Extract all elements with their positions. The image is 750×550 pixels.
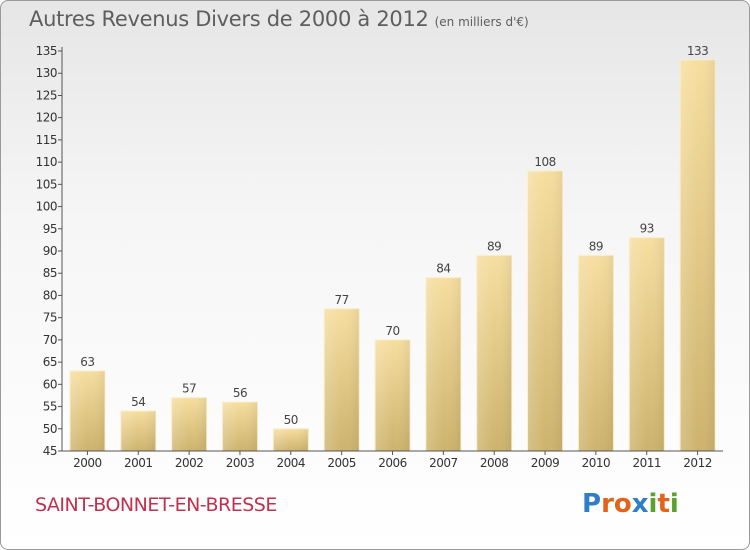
x-tick-label: 2004	[277, 456, 306, 470]
y-tick-label: 115	[36, 133, 57, 147]
x-tick-label: 2003	[226, 456, 255, 470]
y-tick-label: 125	[36, 88, 57, 102]
bar-value-label: 56	[233, 386, 247, 400]
y-tick-label: 50	[43, 422, 57, 436]
y-tick-label: 130	[36, 66, 57, 80]
bar-value-label: 89	[589, 239, 603, 253]
logo-letter: i	[648, 489, 658, 519]
proxiti-logo: Proxiti	[582, 489, 679, 519]
bar-value-label: 50	[284, 413, 298, 427]
y-tick-label: 80	[43, 288, 57, 302]
x-tick-label: 2001	[124, 456, 153, 470]
bar-shade	[324, 308, 360, 451]
logo-letter: o	[613, 489, 632, 519]
x-tick-label: 2011	[632, 456, 661, 470]
bar-shade	[273, 428, 309, 451]
bar-value-label: 108	[534, 155, 555, 169]
bar-shade	[629, 237, 665, 451]
bar-shade	[578, 255, 614, 451]
y-tick-label: 100	[36, 200, 57, 214]
bar-value-label: 84	[436, 262, 450, 276]
x-tick-label: 2010	[582, 456, 611, 470]
bar-value-label: 57	[182, 382, 196, 396]
y-tick-label: 85	[43, 266, 57, 280]
x-tick-label: 2008	[480, 456, 509, 470]
x-tick-label: 2000	[73, 456, 102, 470]
logo-letter: t	[657, 489, 670, 519]
bar-shade	[375, 339, 410, 451]
town-name: SAINT-BONNET-EN-BRESSE	[35, 494, 277, 516]
chart-title-block: Autres Revenus Divers de 2000 à 2012 (en …	[29, 7, 529, 31]
y-tick-label: 95	[43, 222, 57, 236]
x-axis: 2000 2001 2002 2003 2004 2005 2006 2007 2008 2009…	[62, 450, 723, 470]
bar-shade	[222, 402, 258, 451]
x-tick-label: 2006	[378, 456, 407, 470]
bar-value-label: 70	[385, 324, 399, 338]
bar-value-label: 93	[640, 222, 654, 236]
y-tick-label: 120	[36, 111, 57, 125]
bar-shade	[476, 255, 512, 451]
bar-shade	[171, 397, 207, 451]
logo-letter: x	[631, 489, 649, 519]
chart-unit: (en milliers d'€)	[434, 15, 529, 29]
bar-value-label: 63	[80, 355, 94, 369]
x-tick-label: 2007	[429, 456, 458, 470]
logo-letter: P	[582, 489, 602, 519]
bar-value-label: 89	[487, 239, 501, 253]
y-tick-label: 75	[43, 311, 57, 325]
x-tick-label: 2009	[531, 456, 560, 470]
y-tick-label: 90	[43, 244, 57, 258]
y-tick-label: 105	[36, 177, 57, 191]
y-axis: 45 50 55 60 65 70 75 80 85 90 95 100 105 110 115 120 125…	[36, 44, 63, 458]
logo-letter: i	[669, 489, 679, 519]
y-tick-label: 65	[43, 355, 57, 369]
bar-shade	[680, 59, 716, 452]
y-tick-label: 45	[43, 444, 57, 458]
y-tick-label: 110	[36, 155, 57, 169]
bar-shade	[69, 371, 105, 451]
bar-shade	[527, 171, 563, 451]
bar-value-label: 77	[335, 293, 349, 307]
y-tick-label: 135	[36, 44, 57, 58]
chart-title: Autres Revenus Divers de 2000 à 2012	[29, 7, 429, 31]
logo-letter: r	[601, 489, 614, 519]
x-tick-label: 2005	[327, 456, 356, 470]
bar-value-label: 54	[131, 395, 145, 409]
bar-value-label: 133	[687, 44, 708, 58]
y-tick-label: 55	[43, 400, 57, 414]
bar-shade	[425, 277, 461, 451]
y-tick-label: 70	[43, 333, 57, 347]
x-tick-label: 2002	[175, 456, 204, 470]
x-tick-label: 2012	[683, 456, 712, 470]
y-tick-label: 60	[43, 377, 57, 391]
bar-shade	[120, 411, 156, 451]
bars: 63 54 57 56 50 77 70 84 89 108 89 93 133	[69, 44, 716, 452]
